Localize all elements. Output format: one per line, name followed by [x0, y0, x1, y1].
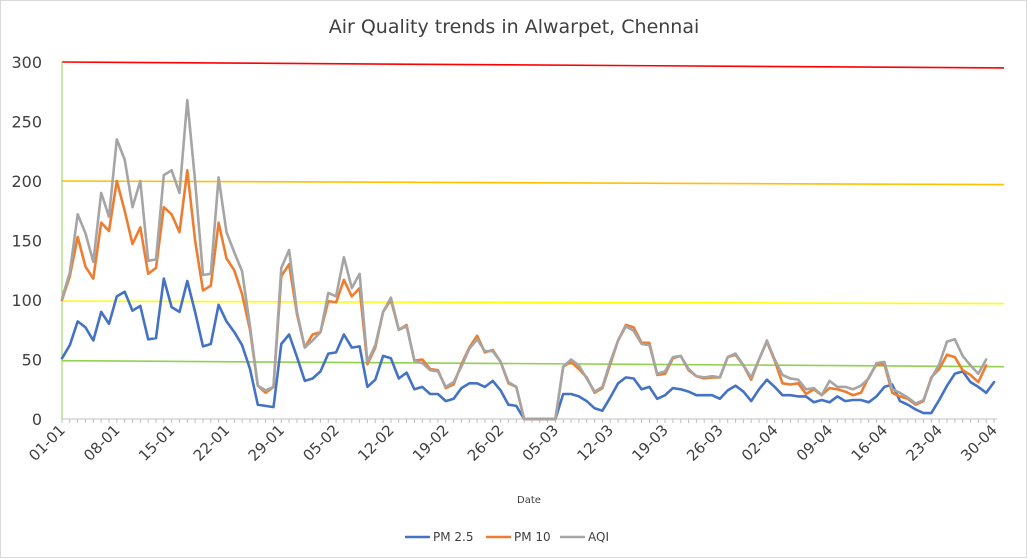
x-tick-label: 05-02 [299, 421, 343, 465]
y-axis-ticks: 0 50 100 150 200 250 300 [11, 53, 42, 429]
x-tick-label: 19-03 [628, 421, 672, 465]
legend-label: AQI [588, 530, 609, 544]
x-tick-label: 30-04 [957, 421, 1001, 465]
x-axis-title: Date [517, 495, 541, 506]
x-axis-tickmarks [61, 419, 995, 423]
x-axis-ticks: 01-01 08-01 15-01 22-01 29-01 05-02 12-02 19-02… [25, 421, 1001, 465]
x-tick-label: 08-01 [80, 421, 124, 465]
y-tick-label: 100 [11, 291, 42, 310]
x-tick-label: 22-01 [190, 421, 234, 465]
reference-line-0 [61, 61, 1005, 69]
y-tick-label: 300 [11, 53, 42, 72]
x-tick-label: 26-02 [464, 421, 508, 465]
y-tick-label: 50 [22, 351, 42, 370]
x-tick-label: 12-02 [354, 421, 398, 465]
x-tick-label: 16-04 [848, 421, 892, 465]
reference-lines [61, 61, 1005, 368]
reference-line-2 [61, 300, 1005, 305]
x-tick-label: 15-01 [135, 421, 179, 465]
y-tick-label: 0 [32, 410, 42, 429]
reference-line-3 [61, 359, 1005, 368]
legend-label: PM 2.5 [433, 530, 474, 544]
x-tick-label: 23-04 [902, 421, 946, 465]
x-tick-label: 12-03 [574, 421, 618, 465]
y-tick-label: 250 [11, 113, 42, 132]
x-tick-label: 29-01 [245, 421, 289, 465]
x-tick-label: 19-02 [409, 421, 453, 465]
x-tick-label: 02-04 [738, 421, 782, 465]
series-line-pm-10 [60, 169, 988, 421]
x-tick-label: 05-03 [519, 421, 563, 465]
series-line-pm-2-5 [60, 277, 996, 421]
reference-line-1 [61, 180, 1005, 186]
series-line-aqi [60, 98, 988, 421]
series-layer [60, 98, 996, 421]
legend: PM 2.5 PM 10 AQI [405, 530, 609, 544]
y-tick-label: 200 [11, 172, 42, 191]
y-tick-label: 150 [11, 232, 42, 251]
chart-title: Air Quality trends in Alwarpet, Chennai [329, 16, 700, 38]
x-tick-label: 09-04 [793, 421, 837, 465]
legend-label: PM 10 [514, 530, 551, 544]
x-tick-label: 26-03 [683, 421, 727, 465]
